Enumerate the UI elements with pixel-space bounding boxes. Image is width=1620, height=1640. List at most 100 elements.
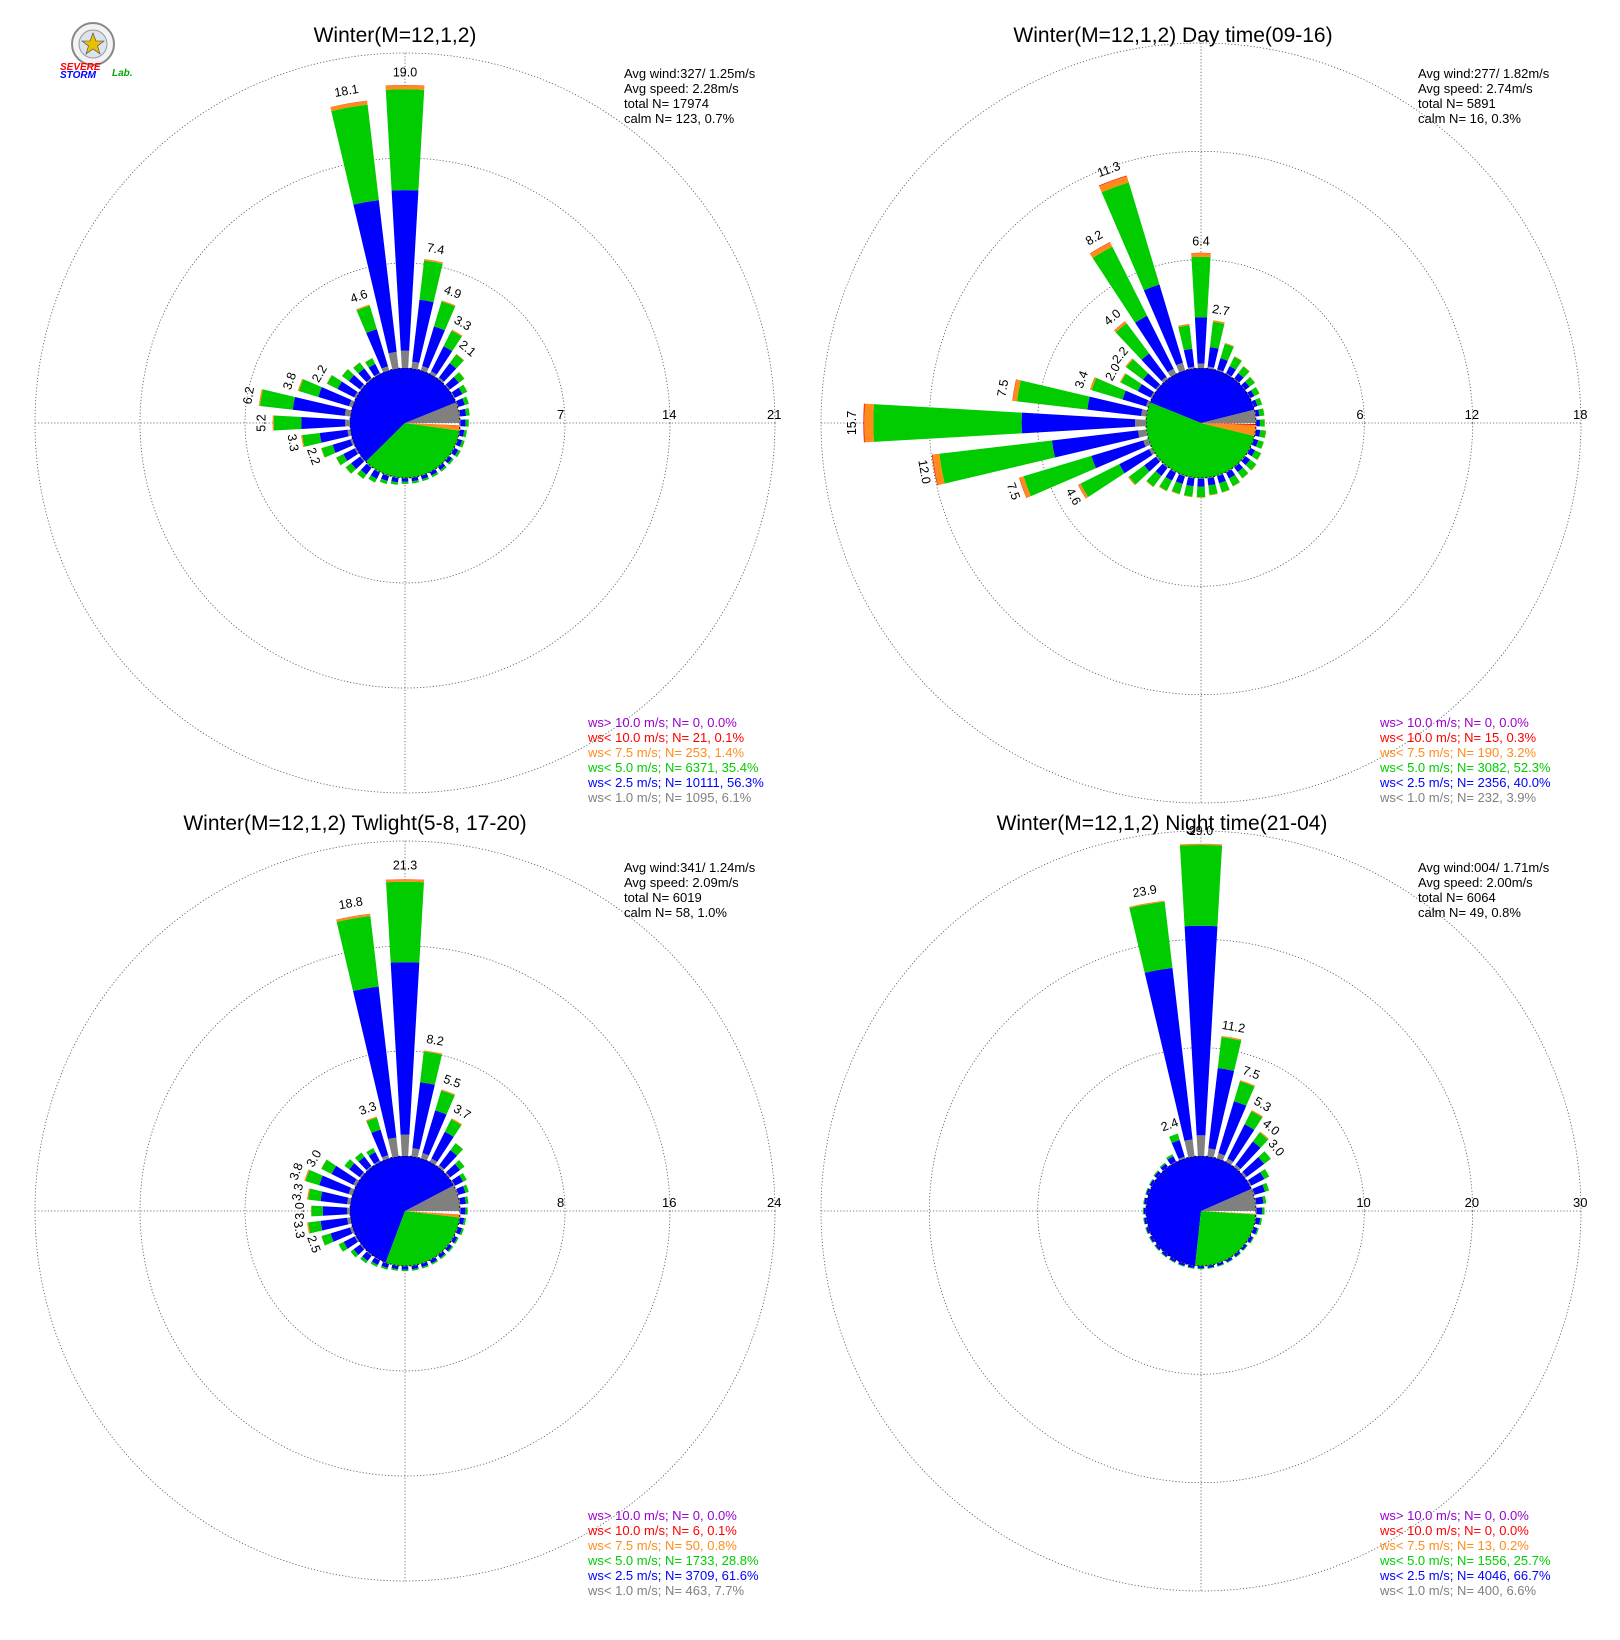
bar-value-label: 18.1 [333, 82, 359, 100]
direction-bar-segment [332, 439, 353, 453]
direction-bar-segment [1241, 381, 1250, 390]
speed-pie-slice [1149, 367, 1255, 423]
speed-pie-slice [1146, 402, 1255, 478]
direction-bar-segment [1158, 486, 1167, 492]
direction-bar-segment [1241, 456, 1251, 466]
direction-bar-segment [465, 419, 469, 427]
direction-bar-segment [391, 1268, 399, 1271]
grid-ring [928, 150, 1474, 696]
direction-bar-segment [381, 1261, 390, 1269]
direction-bar-segment [1254, 409, 1260, 417]
ring-label: 14 [662, 407, 676, 422]
direction-bar-segment [1146, 1188, 1151, 1196]
direction-bar-segment [401, 1269, 409, 1272]
direction-bar-segment [388, 351, 399, 370]
direction-bar-segment [1256, 1207, 1263, 1215]
direction-bar-segment [1197, 477, 1205, 479]
direction-bar-segment [1141, 353, 1167, 381]
bar-value-label: 2.5 [304, 1234, 323, 1255]
direction-bar-segment [1119, 373, 1126, 383]
direction-bar-segment [370, 469, 380, 479]
direction-bar-segment [411, 1148, 420, 1158]
direction-bar-segment [1249, 1237, 1254, 1244]
direction-bar-segment [1087, 396, 1143, 416]
direction-bar-segment [1241, 455, 1246, 462]
direction-bar-segment [451, 329, 463, 337]
direction-bar-segment [1149, 1235, 1155, 1243]
direction-bar-segment [391, 1264, 399, 1270]
direction-bar-segment [447, 1246, 454, 1253]
direction-bar-segment [459, 440, 465, 448]
direction-bar-segment [1141, 409, 1148, 417]
direction-bar-segment [437, 463, 443, 468]
direction-bar-segment [422, 326, 445, 369]
direction-bar-segment [350, 438, 355, 446]
direction-bar-segment [1251, 464, 1257, 471]
legend-entry: ws< 1.0 m/s; N= 463, 7.7% [587, 1583, 745, 1598]
direction-bar-segment [1119, 449, 1153, 474]
speed-pie-slice [1146, 1156, 1252, 1266]
direction-bar-segment [368, 475, 377, 483]
direction-bar-segment [446, 1163, 461, 1178]
direction-bar-segment [454, 1160, 465, 1170]
direction-bar-segment [348, 375, 364, 390]
direction-bar-segment [357, 469, 367, 479]
direction-bar-segment [1184, 925, 1218, 1136]
direction-bar-segment [1219, 480, 1230, 493]
direction-bar-segment [1251, 438, 1255, 445]
bar-value-label: 4.6 [348, 287, 369, 306]
direction-bar-segment [354, 391, 360, 399]
stat-line: Avg wind:004/ 1.71m/s [1418, 860, 1550, 875]
speed-pie-slice [405, 1211, 460, 1215]
direction-bar-segment [1178, 325, 1193, 351]
direction-bar-segment [421, 1264, 429, 1269]
direction-bar-segment [356, 305, 377, 333]
direction-bar-segment [1146, 480, 1154, 488]
direction-bar-segment [1247, 1235, 1253, 1243]
direction-bar-segment [459, 1217, 465, 1225]
direction-bar-segment [1179, 844, 1223, 927]
legend-entry: ws< 7.5 m/s; N= 253, 1.4% [587, 745, 745, 760]
direction-bar-segment [1176, 362, 1186, 373]
direction-bar-segment [1122, 390, 1149, 407]
direction-bar-segment [1226, 469, 1236, 479]
direction-bar-segment [455, 400, 459, 408]
direction-bar-segment [1146, 1217, 1148, 1224]
direction-bar-segment [338, 1241, 348, 1252]
direction-bar-segment [1171, 1140, 1185, 1159]
direction-bar-segment [1226, 1258, 1233, 1264]
lab-logo: SEVERE STORM Lab. [60, 22, 133, 81]
direction-bar-segment [1216, 1153, 1225, 1161]
direction-bar-segment [445, 456, 453, 464]
direction-bar-segment [1225, 468, 1232, 473]
bar-value-label: 2.4 [1159, 1115, 1180, 1134]
legend-entry: ws< 2.5 m/s; N= 2356, 40.0% [1379, 775, 1551, 790]
speed-pie-slice [405, 423, 460, 426]
direction-bar-segment [1143, 1207, 1146, 1215]
chart-title: Winter(M=12,1,2) Day time(09-16) [1013, 24, 1332, 47]
direction-bar-segment [1137, 429, 1148, 438]
direction-bar-segment [308, 1188, 323, 1202]
direction-bar-segment [1254, 410, 1256, 417]
direction-bar-segment [1099, 176, 1129, 193]
bar-value-label: 15.7 [845, 411, 859, 435]
direction-bar-segment [1255, 440, 1264, 449]
direction-bar-segment [1101, 182, 1160, 291]
bar-value-label: 19.0 [393, 65, 417, 79]
bar-value-label: 3.3 [285, 433, 302, 453]
direction-bar-segment [438, 463, 446, 471]
direction-bar-segment [1113, 321, 1126, 331]
direction-bar-segment [1078, 483, 1089, 499]
direction-bar-segment [1259, 429, 1266, 439]
bar-value-label: 3.8 [287, 1161, 306, 1182]
speed-pie-slice [365, 423, 460, 479]
direction-bar-segment [381, 1155, 390, 1161]
direction-bar-segment [327, 375, 342, 390]
direction-bar-segment [444, 1119, 462, 1137]
bar-value-label: 3.3 [291, 1220, 308, 1240]
direction-bar-segment [1257, 453, 1262, 461]
direction-bar-segment [1129, 465, 1150, 485]
direction-bar-segment [1155, 463, 1168, 476]
direction-bar-segment [1012, 379, 1021, 402]
